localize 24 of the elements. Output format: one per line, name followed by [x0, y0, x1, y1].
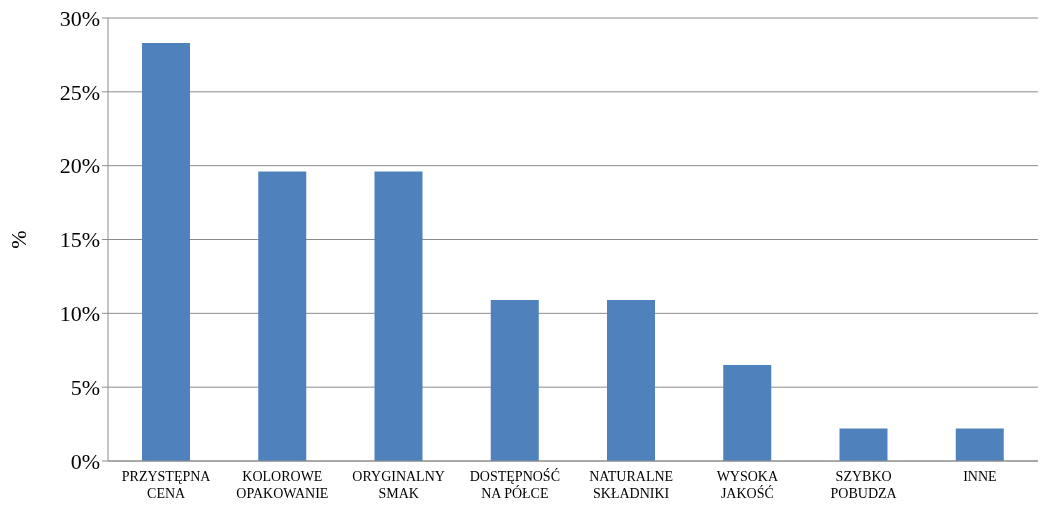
- x-tick-label: WYSOKA JAKOŚĆ: [716, 469, 779, 501]
- y-axis-title: %: [5, 230, 31, 249]
- bar: [374, 171, 423, 461]
- bar: [839, 428, 888, 461]
- y-tick-label: 20%: [59, 153, 100, 179]
- bar: [607, 300, 655, 461]
- x-tick-label: INNE: [963, 469, 997, 484]
- y-tick-label: 0%: [70, 448, 100, 474]
- x-tick-label: SZYBKO POBUDZA: [830, 469, 898, 501]
- bar: [490, 300, 539, 461]
- bar: [258, 171, 307, 461]
- x-tick-label: DOSTĘPNOŚĆ NA PÓŁCE: [469, 468, 560, 501]
- y-tick-label: 15%: [59, 227, 100, 253]
- y-tick-label: 10%: [59, 301, 100, 327]
- x-tick-label: PRZYSTĘPNA CENA: [121, 469, 212, 501]
- x-tick-label: ORYGINALNY SMAK: [352, 469, 445, 501]
- bar: [955, 428, 1004, 461]
- x-tick-label: KOLOROWE OPAKOWANIE: [236, 469, 329, 501]
- bar: [142, 43, 190, 461]
- y-tick-label: 30%: [59, 5, 100, 31]
- bar: [723, 365, 772, 461]
- y-tick-label: 25%: [59, 79, 100, 105]
- y-tick-label: 5%: [70, 374, 100, 400]
- x-tick-label: NATURALNE SKŁADNIKI: [589, 469, 674, 501]
